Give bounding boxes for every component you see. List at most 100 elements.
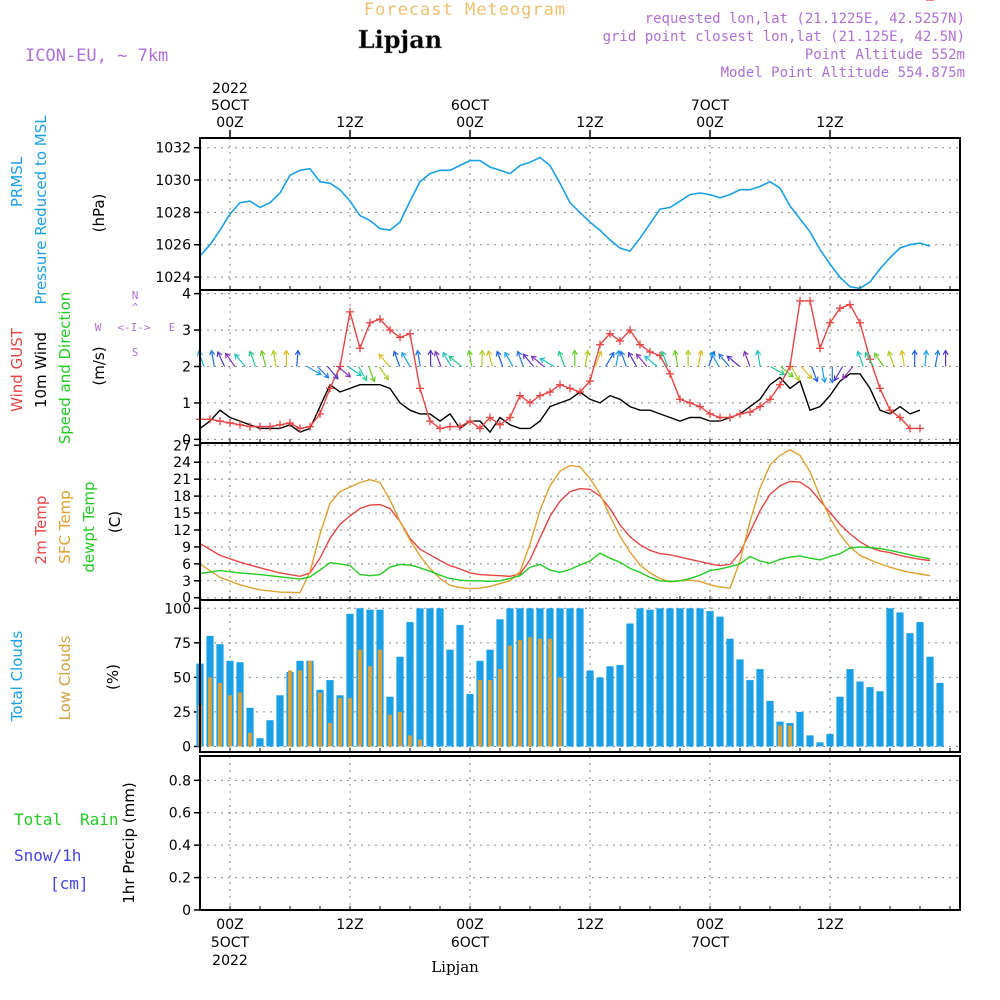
wind-direction-arrow	[522, 353, 535, 367]
requested-coords: requested lon,lat (21.1225E, 42.5257N)	[645, 11, 965, 27]
wind-direction-arrowhead	[539, 357, 546, 364]
low-cloud-bar	[358, 649, 362, 747]
precip-ytick-label: 0.2	[169, 871, 191, 887]
wind-direction-arrow	[756, 350, 761, 367]
wind-direction-arrowhead	[911, 349, 918, 356]
wind-direction-arrowhead	[887, 350, 893, 357]
precip-ytick-label: 0	[182, 903, 191, 919]
top-time-label: 12Z	[336, 115, 363, 131]
temp-ytick-label: 15	[173, 506, 191, 522]
wind-direction-arrowhead	[684, 349, 692, 356]
low-cloud-bar	[288, 670, 292, 747]
wind-ytick-label: 3	[182, 323, 191, 339]
wind-ytick-label: 2	[182, 360, 191, 376]
wind-direction-arrowhead	[619, 350, 626, 357]
low-cloud-bar	[378, 649, 382, 747]
wind-direction-arrowhead	[370, 376, 376, 383]
low-cloud-bar	[508, 645, 512, 747]
wind-direction-arrowhead	[530, 355, 537, 362]
wind-direction-arrow	[504, 352, 514, 367]
footer-location: Lipjan	[431, 958, 479, 976]
wind-direction-arrow	[620, 351, 627, 367]
wind-direction-arrowhead	[378, 353, 385, 360]
wind-direction-arrowhead	[383, 374, 389, 381]
wind-direction-arrow	[888, 351, 895, 367]
bottom-time-label: 2022	[212, 953, 248, 969]
low-cloud-bar	[228, 695, 232, 747]
wind-direction-arrowhead	[197, 350, 203, 357]
low-cloud-bar	[238, 692, 242, 747]
precip-cm-label: [cm]	[50, 874, 89, 893]
total-cloud-bar	[866, 687, 874, 747]
total-cloud-bar	[916, 622, 924, 747]
low-cloud-bar	[408, 735, 412, 747]
wind-direction-arrow	[225, 353, 236, 367]
total-cloud-bar	[736, 659, 744, 747]
clouds-ytick-label: 0	[182, 739, 191, 755]
wind-direction-arrowhead	[323, 372, 330, 379]
total-cloud-bar	[716, 616, 724, 747]
wind-direction-arrowhead	[345, 371, 352, 378]
wind-direction-arrowhead	[923, 349, 930, 356]
compass-up-arrow: ^	[132, 301, 139, 314]
wind-direction-arrow	[615, 350, 620, 367]
top-time-label: 00Z	[456, 115, 483, 131]
wind-direction-arrowhead	[821, 377, 828, 384]
compass-north: N	[132, 289, 139, 302]
total-cloud-bar	[706, 611, 714, 747]
wind-direction-arrow	[540, 357, 555, 368]
wind-direction-arrowhead	[466, 349, 473, 356]
wind-direction-arrowhead	[660, 350, 667, 357]
total-cloud-bar	[246, 707, 254, 747]
wind-direction-arrowhead	[635, 353, 642, 360]
low-cloud-bar	[368, 666, 372, 747]
total-cloud-bar	[646, 609, 654, 747]
low-cloud-bar	[778, 725, 782, 747]
total-cloud-bar	[456, 624, 464, 747]
clouds-unit: (%)	[104, 664, 122, 690]
point-altitude: Point Altitude 552m	[805, 47, 965, 63]
temp-line-sfc	[199, 448, 931, 594]
wind-unit: (m/s)	[90, 346, 108, 385]
wind-direction-arrow	[531, 355, 545, 367]
compass-horizontal: <-I->	[117, 321, 150, 334]
low-cloud-bar	[558, 677, 562, 747]
wind-direction-arrow	[857, 351, 864, 367]
total-cloud-bar	[836, 696, 844, 747]
total-cloud-bar	[896, 612, 904, 747]
wind-direction-arrow	[770, 365, 785, 376]
bottom-time-label: 6OCT	[451, 935, 490, 951]
wind-direction-arrow	[261, 350, 267, 367]
total-cloud-bar	[806, 735, 814, 747]
wind-direction-arrow	[697, 350, 702, 367]
wind-direction-arrow	[316, 366, 330, 379]
wind-direction-arrow	[821, 366, 826, 383]
total-cloud-bar	[756, 669, 764, 747]
wind-direction-arrowhead	[584, 349, 591, 356]
wind-direction-arrow	[605, 352, 615, 367]
low-cloud-bar	[528, 637, 532, 747]
wind-direction-arrowhead	[609, 351, 615, 358]
wind-direction-arrow	[874, 353, 885, 367]
wind-direction-arrowhead	[672, 349, 679, 356]
precip-rain-label: Rain	[80, 810, 119, 829]
wind-speed-line	[199, 373, 921, 434]
precip-ytick-label: 0.6	[169, 806, 191, 822]
temp-line-temp2m	[199, 480, 931, 578]
wind-direction-arrow	[661, 351, 669, 367]
wind-direction-arrow	[644, 355, 658, 367]
total-cloud-bar	[936, 682, 944, 747]
wind-direction-arrowhead	[294, 349, 301, 356]
wind-direction-arrowhead	[942, 349, 949, 356]
wind-direction-arrow	[558, 351, 566, 367]
pressure-label-msl: Pressure Reduced to MSL	[32, 115, 50, 305]
wind-direction-arrow	[584, 350, 589, 367]
low-cloud-bar	[298, 670, 302, 747]
wind-direction-arrow	[780, 366, 794, 378]
low-cloud-bar	[308, 660, 312, 747]
wind-direction-arrow	[249, 351, 257, 367]
top-time-label: 12Z	[816, 115, 843, 131]
wind-direction-arrowhead	[401, 351, 407, 358]
wind-gust-label: Wind GUST	[8, 327, 26, 412]
wind-direction-arrow	[234, 353, 246, 367]
